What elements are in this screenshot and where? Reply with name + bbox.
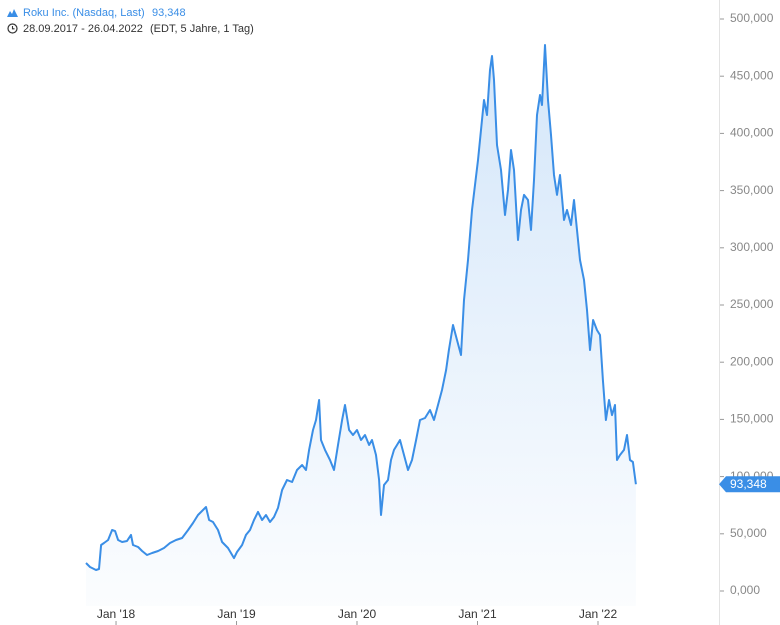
chart-icon — [7, 9, 18, 17]
x-tick-label: Jan '22 — [579, 607, 618, 621]
date-range: 28.09.2017 - 26.04.2022 — [23, 23, 143, 35]
y-tick-label: 300,000 — [730, 240, 774, 254]
x-tick-label: Jan '19 — [217, 607, 256, 621]
subtitle: (EDT, 5 Jahre, 1 Tag) — [150, 23, 254, 35]
y-tick-label: 150,000 — [730, 412, 774, 426]
y-tick-label: 0,000 — [730, 583, 760, 597]
x-tick-label: Jan '18 — [97, 607, 136, 621]
y-tick-label: 500,000 — [730, 11, 774, 25]
price-line — [85, 44, 637, 571]
x-tick-label: Jan '21 — [458, 607, 497, 621]
last-value-label: 93,348 — [730, 477, 767, 491]
y-tick-label: 200,000 — [730, 354, 774, 368]
x-tick-label: Jan '20 — [338, 607, 377, 621]
y-tick-label: 350,000 — [730, 183, 774, 197]
y-tick-label: 400,000 — [730, 126, 774, 140]
chart-title: Roku Inc. (Nasdaq, Last) — [23, 7, 145, 19]
y-tick-label: 50,000 — [730, 526, 767, 540]
y-tick-label: 250,000 — [730, 297, 774, 311]
area — [86, 45, 636, 606]
last-value-marker — [719, 476, 780, 493]
last-value: 93,348 — [152, 7, 186, 19]
y-tick-label: 450,000 — [730, 68, 774, 82]
clock-icon — [7, 23, 18, 34]
